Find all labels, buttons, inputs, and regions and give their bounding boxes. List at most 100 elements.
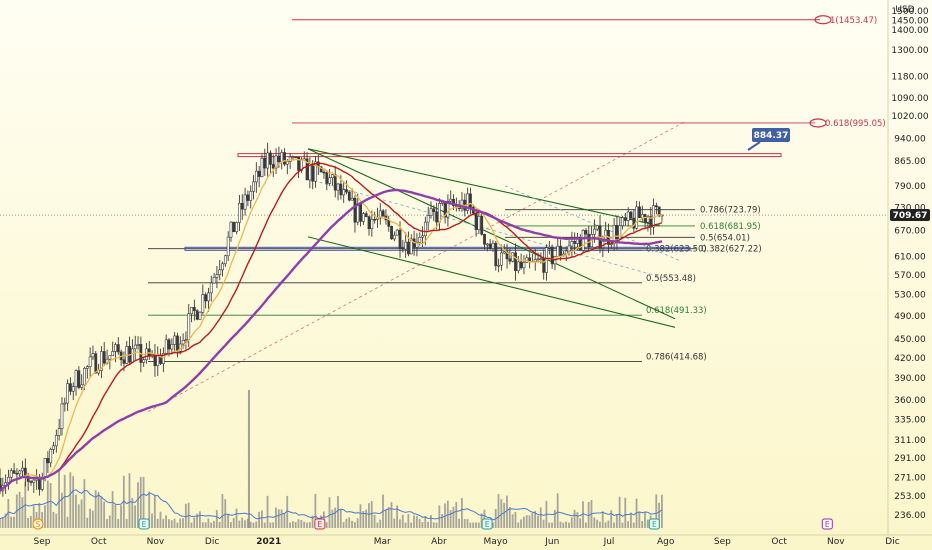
candle-body (654, 205, 658, 208)
x-tick-label: Oct (771, 537, 787, 547)
volume-bar (297, 519, 300, 528)
volume-bar (244, 520, 246, 528)
candle-body (142, 359, 146, 363)
candle-body (181, 340, 185, 345)
volume-bar (272, 522, 275, 528)
candle-body (449, 198, 453, 202)
candle-body (595, 225, 599, 230)
x-tick-label: Dic (885, 537, 899, 547)
candle-body (345, 189, 348, 193)
earnings-marker[interactable] (481, 518, 493, 530)
candle-body (60, 403, 64, 429)
price-target-callout[interactable]: 884.37 (747, 128, 790, 151)
volume-bar (55, 513, 58, 528)
candle-body (136, 344, 140, 346)
volume-bar (176, 522, 179, 528)
volume-bar (517, 522, 520, 528)
candle-body (350, 197, 354, 201)
volume-bar (368, 503, 370, 528)
channel-top-line (307, 148, 661, 227)
volume-bar (449, 509, 452, 528)
candle-body (297, 156, 301, 171)
candle-body (100, 351, 103, 371)
earnings-marker[interactable] (648, 518, 660, 530)
volume-bar (522, 516, 525, 528)
earnings-marker[interactable] (314, 518, 326, 530)
volume-bar (618, 496, 621, 528)
volume-bar (500, 499, 503, 528)
volume-bar (373, 514, 376, 528)
x-tick-label: Oct (91, 537, 107, 547)
candle-body (190, 307, 193, 315)
dotted-trend-line-2 (504, 185, 681, 262)
candle-body (500, 252, 503, 266)
candle-body (638, 206, 641, 218)
candle-body (466, 193, 470, 211)
split-marker[interactable] (32, 518, 44, 530)
candle-body (156, 355, 160, 367)
volume-bar (441, 513, 444, 528)
volume-bar (351, 520, 353, 528)
candle-body (91, 353, 95, 358)
volume-bar (232, 518, 235, 528)
volume-bar (199, 511, 201, 528)
volume-bar (60, 492, 63, 528)
volume-bar (615, 513, 618, 528)
volume-bar (196, 513, 198, 528)
candle-body (336, 183, 340, 191)
candle-body (508, 258, 512, 262)
volume-bar (587, 501, 590, 528)
candle-body (54, 435, 58, 447)
volume-bar (370, 501, 373, 528)
volume-bar (559, 521, 562, 528)
volume-bar (542, 519, 545, 528)
volume-bar (252, 522, 255, 528)
price-target-pointer (747, 141, 761, 151)
candle-body (328, 177, 331, 184)
earnings-marker[interactable] (138, 518, 150, 530)
volume-bar (153, 495, 156, 528)
price-target-box[interactable] (752, 128, 790, 142)
volume-bar (334, 507, 337, 528)
candle-body (657, 206, 661, 217)
volume-bar (215, 510, 218, 528)
ma-slow-line (0, 188, 663, 492)
candle-body (285, 161, 289, 165)
candle-body (635, 206, 639, 229)
candle-body (173, 335, 177, 345)
volume-bar (89, 508, 91, 528)
time-axis[interactable]: Sep Oct Nov Dic 2021 Mar Abr Mayo Jun Jul Ago Sep Oc… (34, 537, 900, 547)
candle-body (207, 292, 210, 302)
candle-body (587, 233, 591, 248)
candle-body (223, 255, 227, 265)
x-tick-label: Ago (657, 537, 675, 547)
candle-body (536, 258, 540, 261)
candle-body (263, 157, 267, 169)
candle-body (547, 246, 551, 249)
fib-0618-marker[interactable] (809, 118, 827, 128)
volume-bar (472, 522, 475, 528)
y-tick-label: 335.00 (894, 416, 926, 426)
volume-bar (241, 517, 244, 528)
candle-body (305, 158, 309, 181)
candle-body (623, 217, 627, 221)
horizontal-levels: 1(1453.47) 0.618(995.05) 0.786(723.79) 0.61… (0, 15, 888, 362)
volume-bar (630, 512, 632, 528)
volume-bar (613, 522, 615, 528)
volume-bar (66, 516, 69, 528)
y-tick-label: 1450.00 (891, 16, 928, 26)
fib-1-marker[interactable] (814, 15, 832, 25)
price-axis[interactable]: USD 236.00 253.00 271.00 291.00 311.00 335.00… (891, 5, 928, 521)
candle-body (226, 236, 230, 257)
candle-body (257, 170, 261, 177)
candle-body (370, 218, 374, 230)
upcoming-earnings-marker[interactable] (821, 518, 833, 530)
volume-bar (204, 522, 207, 528)
x-tick-label: Sep (34, 537, 51, 547)
candle-body (539, 258, 543, 260)
y-tick-label: 253.00 (894, 492, 926, 502)
volume-bar (58, 470, 60, 528)
candle-body (102, 351, 106, 364)
